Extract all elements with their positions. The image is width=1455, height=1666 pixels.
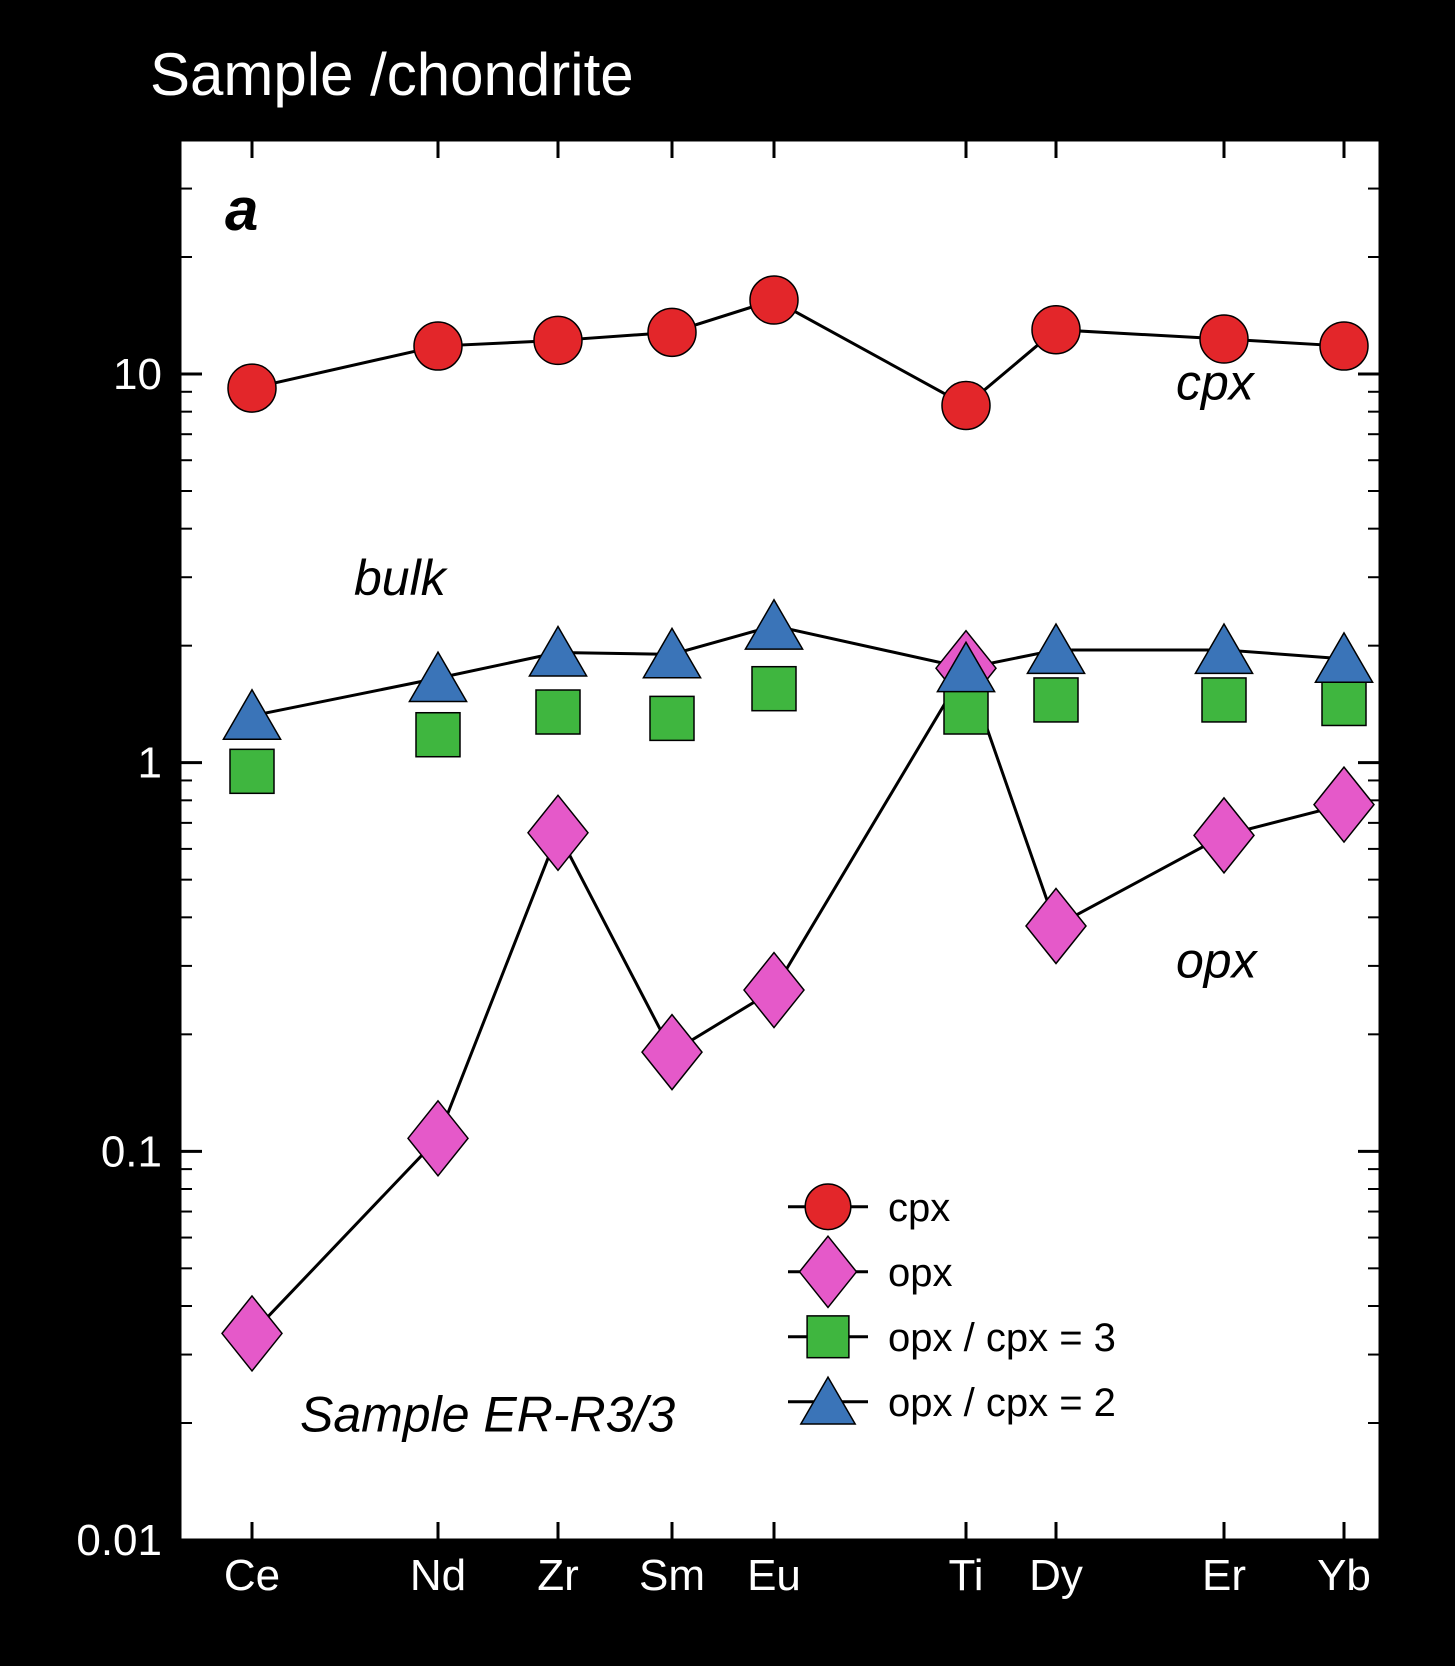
xtick-label: Er	[1202, 1551, 1246, 1600]
marker-cpx	[1032, 306, 1080, 354]
xtick-label: Eu	[747, 1551, 801, 1600]
marker-cpx	[750, 276, 798, 324]
inline-label: cpx	[1176, 354, 1256, 410]
chart-title: Sample /chondrite	[150, 41, 634, 108]
legend-label: opx / cpx = 3	[888, 1316, 1116, 1360]
marker-cpx	[942, 381, 990, 429]
legend-marker-ratio3	[807, 1316, 849, 1358]
legend-label: opx / cpx = 2	[888, 1381, 1116, 1425]
ytick-label: 1	[138, 739, 162, 788]
marker-ratio3	[752, 667, 796, 711]
ytick-label: 0.01	[76, 1516, 162, 1565]
marker-cpx	[228, 364, 276, 412]
marker-cpx	[414, 322, 462, 370]
inline-label: opx	[1176, 933, 1259, 989]
marker-ratio3	[416, 713, 460, 757]
xtick-label: Sm	[639, 1551, 705, 1600]
marker-ratio3	[1202, 678, 1246, 722]
inline-label: bulk	[354, 550, 449, 606]
sample-label: Sample ER-R3/3	[300, 1387, 675, 1443]
marker-ratio3	[650, 696, 694, 740]
panel-label: a	[225, 176, 258, 243]
legend-label: cpx	[888, 1186, 950, 1230]
marker-ratio3	[1034, 678, 1078, 722]
marker-ratio3	[536, 690, 580, 734]
chart-svg: Sample /chondrite a 0.01 0.1 1 10 Ce Nd Zr Sm Eu Ti…	[0, 0, 1455, 1666]
xtick-label: Ti	[948, 1551, 983, 1600]
ytick-label: 0.1	[101, 1127, 162, 1176]
marker-ratio3	[944, 690, 988, 734]
xtick-label: Yb	[1317, 1551, 1371, 1600]
marker-cpx	[534, 316, 582, 364]
ytick-label: 10	[113, 350, 162, 399]
xtick-label: Ce	[224, 1551, 280, 1600]
marker-ratio3	[230, 749, 274, 793]
marker-cpx	[648, 308, 696, 356]
xtick-label: Nd	[410, 1551, 466, 1600]
marker-ratio3	[1322, 681, 1366, 725]
legend-label: opx	[888, 1251, 953, 1295]
xtick-label: Dy	[1029, 1551, 1083, 1600]
marker-cpx	[1320, 322, 1368, 370]
xtick-label: Zr	[537, 1551, 579, 1600]
legend-marker-cpx	[805, 1184, 851, 1230]
chart-container: Sample /chondrite a 0.01 0.1 1 10 Ce Nd Zr Sm Eu Ti…	[0, 0, 1455, 1666]
